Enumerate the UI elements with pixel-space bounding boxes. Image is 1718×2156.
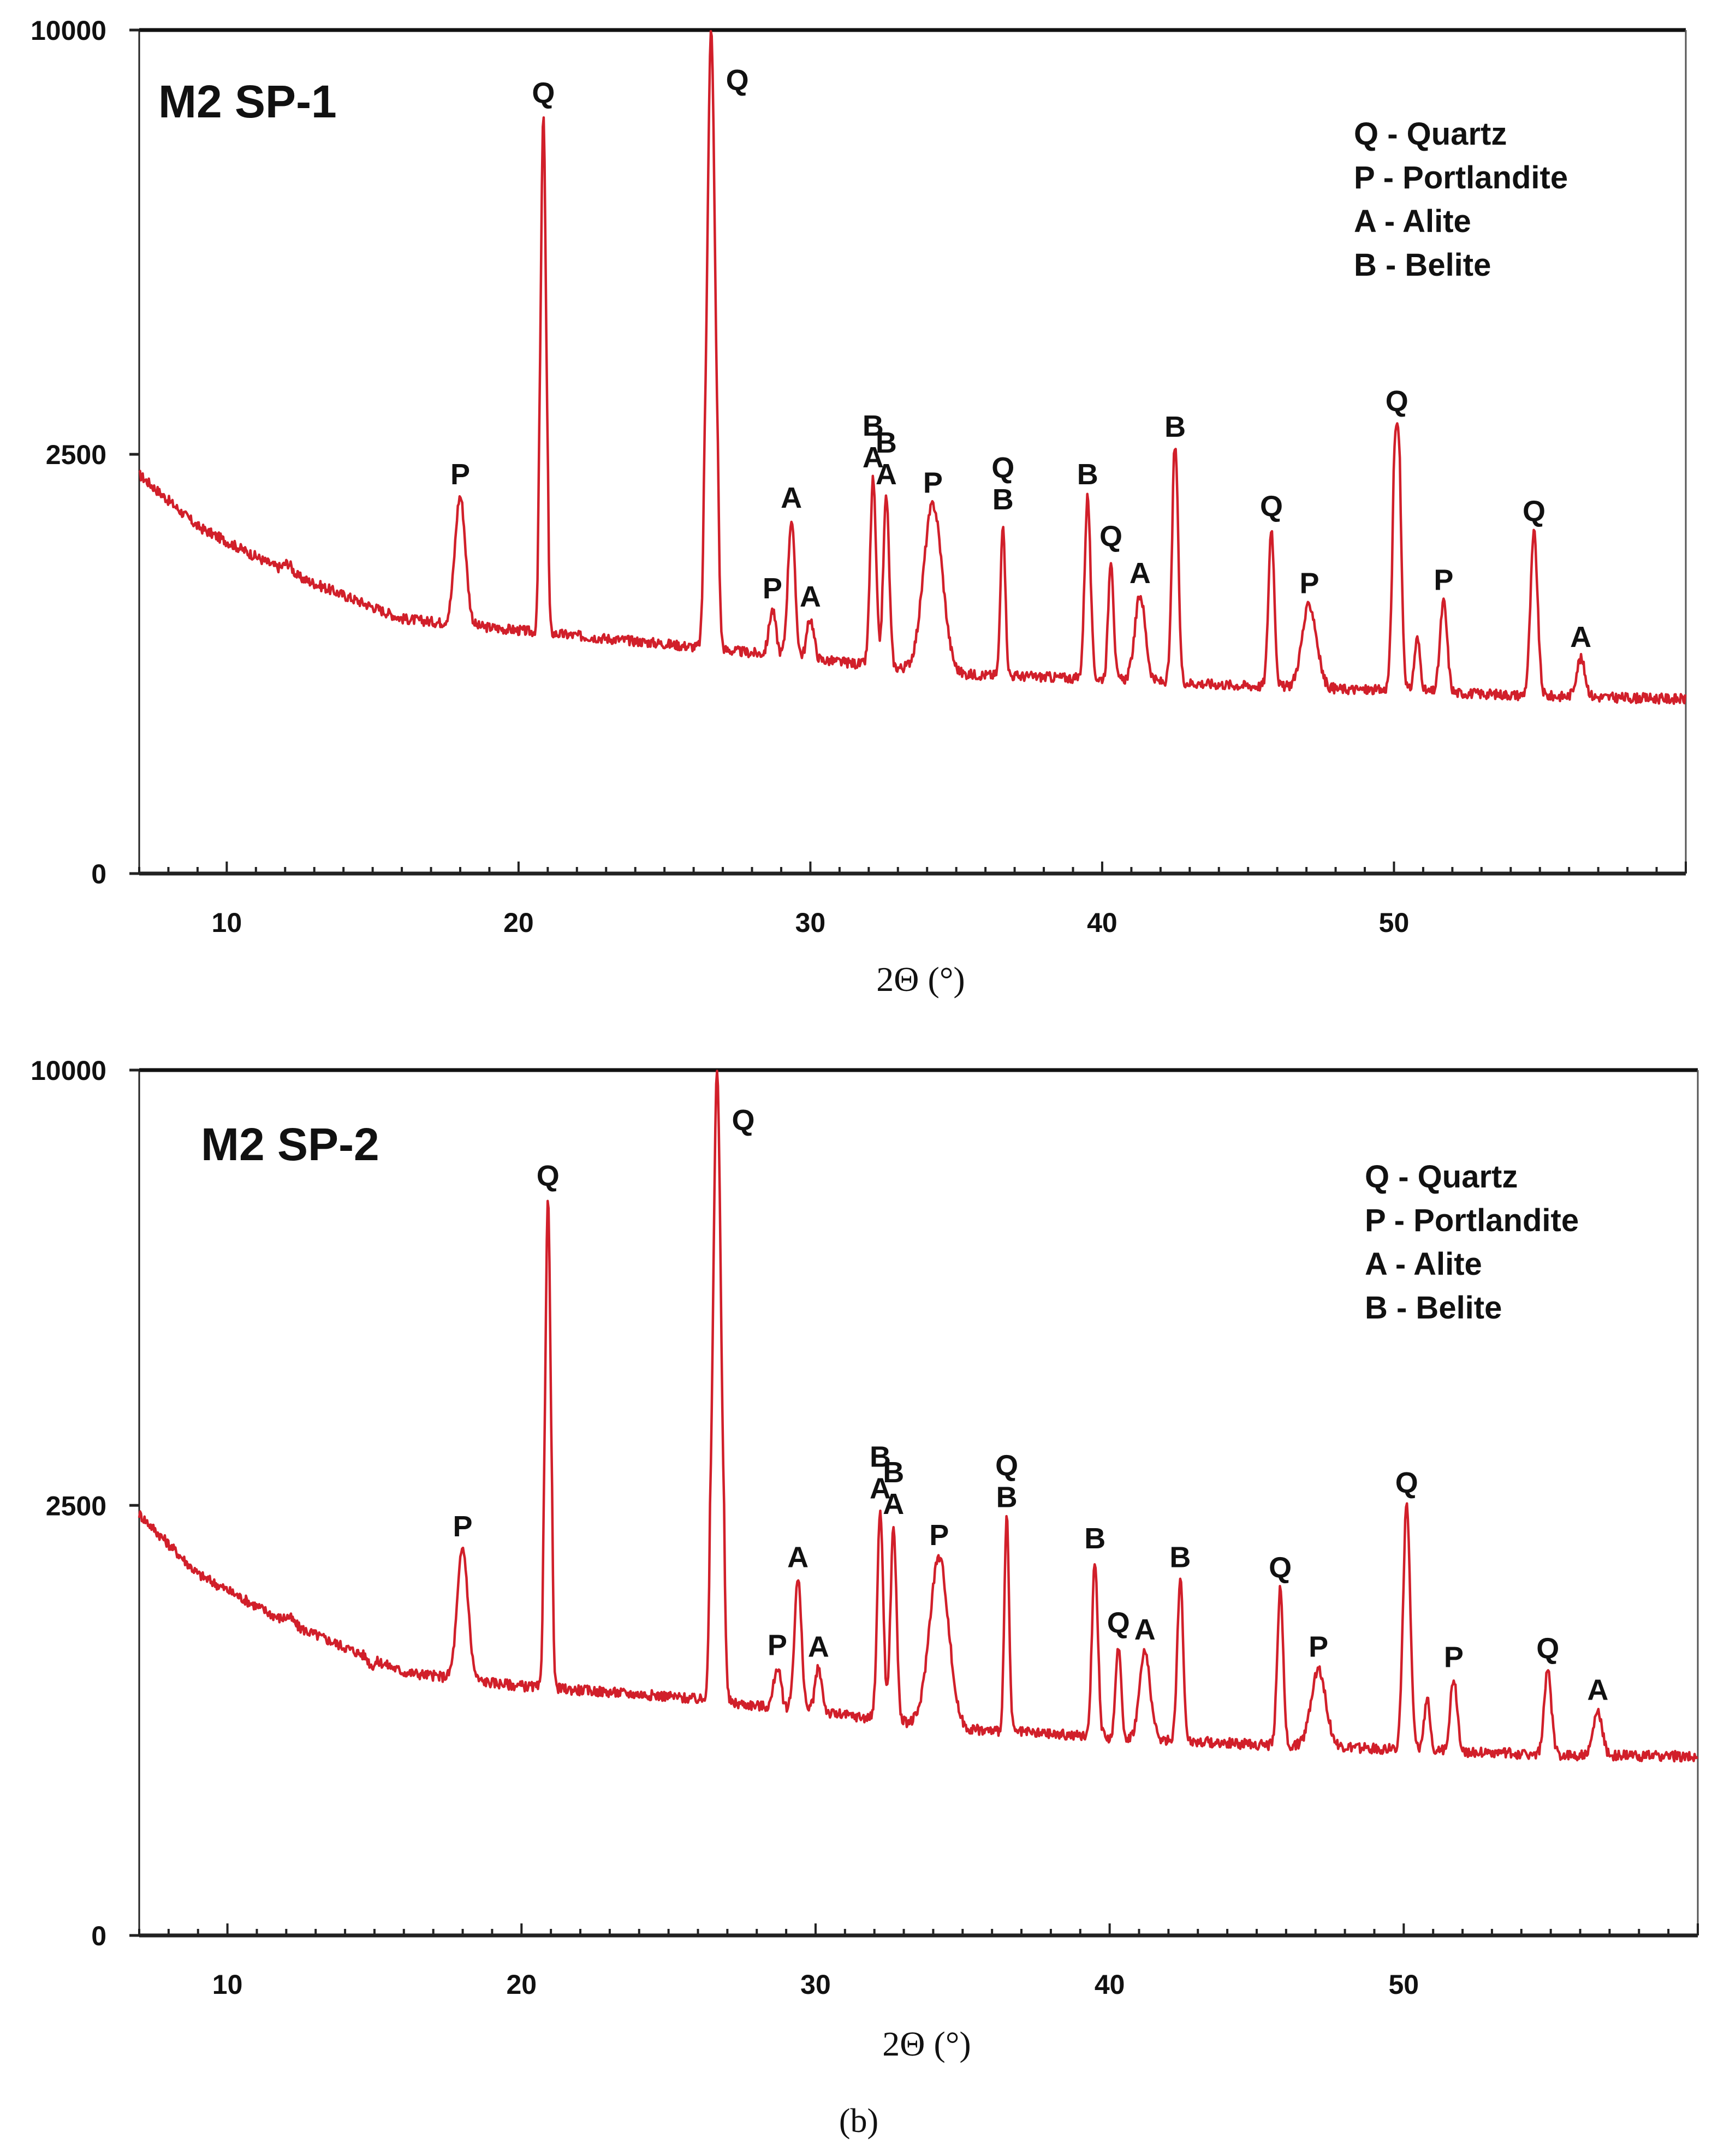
peak-label: P: [768, 1629, 787, 1661]
y-tick-label: 2500: [46, 439, 106, 470]
peak-label: A: [1570, 621, 1591, 654]
peak-label: A: [1130, 557, 1151, 590]
x-tick-label: 50: [1379, 907, 1410, 938]
peak-label: Q: [1269, 1552, 1292, 1584]
legend-entry: P - Portlandite: [1365, 1203, 1579, 1238]
x-tick-label: 30: [795, 907, 826, 938]
peak-label: Q: [1099, 520, 1122, 553]
x-tick-label: 20: [503, 907, 534, 938]
peak-label: Q: [1536, 1632, 1559, 1665]
peak-label: Q: [726, 64, 749, 97]
peak-label: P: [450, 458, 470, 491]
panel-title: M2 SP-2: [201, 1119, 379, 1170]
panel-title: M2 SP-1: [158, 76, 337, 127]
peak-label: Q: [1386, 385, 1408, 418]
peak-label: B: [1164, 411, 1186, 443]
peak-label: Q: [1395, 1466, 1418, 1499]
peak-label: Q: [537, 1160, 560, 1192]
peak-label: B: [1084, 1522, 1105, 1555]
peak-label: A: [800, 580, 821, 613]
legend-entry: Q - Quartz: [1354, 116, 1507, 152]
peak-label: A: [1134, 1613, 1156, 1646]
peak-label: P: [1444, 1641, 1464, 1674]
peak-label: Q: [532, 76, 555, 109]
y-tick-label: 10000: [31, 1055, 106, 1086]
legend-entry: A - Alite: [1365, 1246, 1482, 1282]
peak-label: Q: [1260, 490, 1283, 522]
x-tick-label: 50: [1389, 1969, 1419, 2000]
peak-label: Q: [1107, 1606, 1130, 1639]
peak-label: P: [923, 466, 943, 499]
peak-label: P: [453, 1510, 473, 1543]
legend-entry: B - Belite: [1365, 1290, 1502, 1326]
peak-label: A: [781, 482, 802, 514]
x-tick-label: 40: [1095, 1969, 1125, 2000]
x-tick-label: 10: [212, 907, 242, 938]
figure-caption: (b): [839, 2102, 878, 2140]
peak-label: P: [763, 572, 782, 605]
peak-label: A: [1587, 1673, 1608, 1706]
legend-entry: A - Alite: [1354, 204, 1471, 239]
x-tick-label: 40: [1087, 907, 1117, 938]
peak-label: P: [1309, 1631, 1328, 1664]
peak-label: A: [787, 1541, 809, 1574]
legend-entry: Q - Quartz: [1365, 1159, 1518, 1195]
peak-label: P: [1434, 563, 1453, 596]
peak-label: Q: [1523, 495, 1545, 527]
y-tick-label: 0: [91, 859, 106, 889]
legend: Q - Quartz P - Portlandite A - Alite B - Be…: [1354, 116, 1568, 283]
y-tick-label: 10000: [31, 15, 106, 46]
legend-entry: P - Portlandite: [1354, 160, 1568, 195]
y-tick-label: 0: [91, 1921, 106, 1951]
diffraction-pattern-line: [138, 29, 1687, 705]
x-tick-label: 30: [800, 1969, 831, 2000]
peak-label: Q: [732, 1104, 754, 1137]
xrd-panel-2: 10 20 30 40 50 0 2500 10000 2Θ (°) M2 SP-2 Q - Qua…: [31, 1055, 1699, 2063]
x-axis-title: 2Θ (°): [876, 960, 965, 999]
peak-label: B: [1077, 458, 1098, 491]
x-tick-label: 20: [506, 1969, 537, 2000]
y-tick-label: 2500: [46, 1490, 106, 1521]
peak-label: B: [1169, 1541, 1191, 1574]
peak-label: P: [1299, 567, 1319, 600]
xrd-panel-1: 10 20 30 40 50 0 2500 10000 2Θ (°) M2 SP-1 Q - Qua…: [31, 15, 1687, 999]
x-axis-title: 2Θ (°): [882, 2024, 971, 2063]
x-tick-label: 10: [212, 1969, 243, 2000]
legend: Q - Quartz P - Portlandite A - Alite B - Be…: [1365, 1159, 1579, 1326]
peak-label: A: [808, 1631, 829, 1664]
peak-label: P: [929, 1519, 949, 1552]
legend-entry: B - Belite: [1354, 247, 1491, 283]
diffraction-pattern-line: [138, 1070, 1698, 1763]
